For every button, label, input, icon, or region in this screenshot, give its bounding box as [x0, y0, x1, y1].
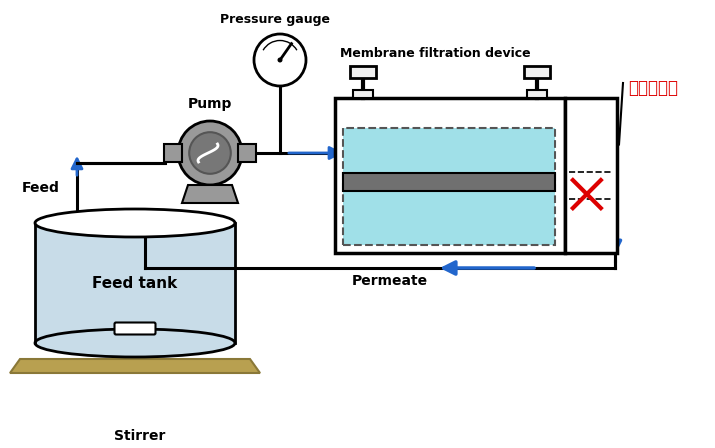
Circle shape	[189, 132, 231, 174]
FancyBboxPatch shape	[114, 323, 155, 335]
Polygon shape	[182, 185, 238, 203]
Bar	[35, 223, 235, 343]
Bar	[343, 128, 555, 245]
Circle shape	[178, 121, 242, 185]
Bar	[238, 144, 256, 162]
Bar	[344, 130, 554, 173]
Text: Feed tank: Feed tank	[92, 276, 177, 290]
Circle shape	[254, 34, 306, 86]
Bar	[353, 90, 373, 98]
Polygon shape	[10, 359, 260, 373]
Text: Pump: Pump	[188, 97, 232, 111]
Text: Feed: Feed	[22, 181, 60, 195]
Bar	[527, 90, 547, 98]
Bar	[350, 66, 376, 78]
Bar	[343, 173, 555, 191]
Text: Permeate: Permeate	[352, 274, 428, 288]
Circle shape	[277, 57, 282, 63]
Ellipse shape	[35, 209, 235, 237]
Text: Stirrer: Stirrer	[114, 429, 166, 443]
Text: Membrane filtration device: Membrane filtration device	[340, 47, 531, 60]
Bar	[524, 66, 550, 78]
Ellipse shape	[35, 329, 235, 357]
Bar	[565, 98, 617, 253]
Bar	[335, 98, 565, 253]
Bar	[164, 144, 182, 162]
Text: 이온교환막: 이온교환막	[628, 79, 678, 97]
Text: Pressure gauge: Pressure gauge	[220, 13, 330, 26]
Bar	[37, 225, 233, 341]
